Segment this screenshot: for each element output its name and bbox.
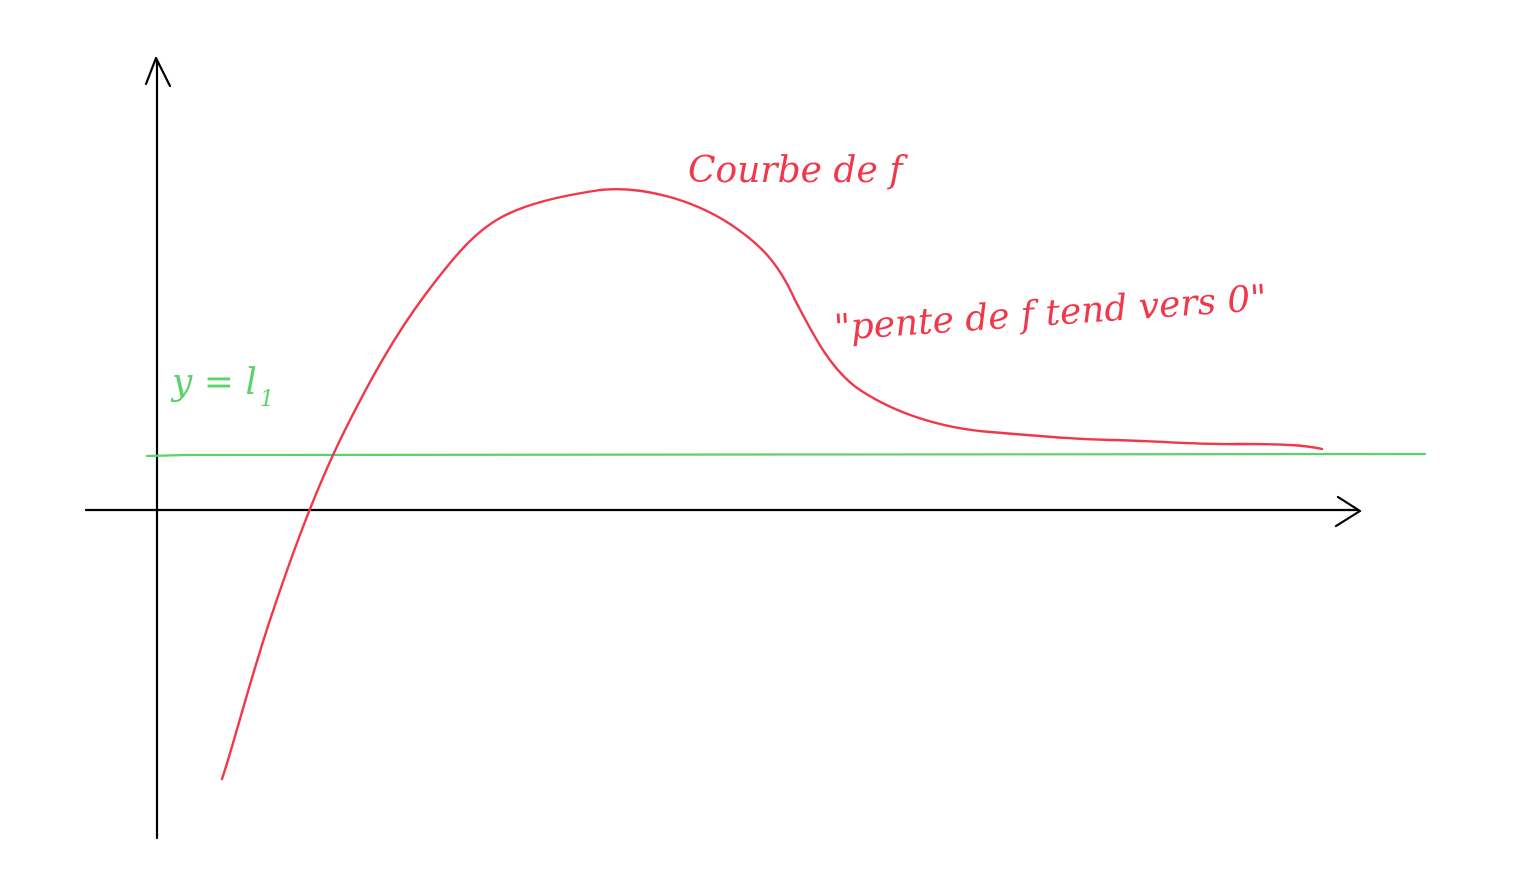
asymptote-label: y = l 1 [170,362,274,412]
asymptote-label-main: y = l [170,362,257,403]
curve-path [220,188,1324,781]
asymptote-label-subscript: 1 [260,387,274,412]
curve-label: Courbe de f [688,150,908,191]
slope-note: "pente de f tend vers 0" [833,278,1268,349]
horizontal-asymptote [145,452,1427,458]
y-axis-arrowhead [144,56,172,88]
x-axis [84,495,1362,528]
x-axis-arrowhead [1334,495,1362,528]
asymptote-line [145,452,1427,458]
y-axis [144,56,172,840]
curve-of-f [220,188,1324,781]
